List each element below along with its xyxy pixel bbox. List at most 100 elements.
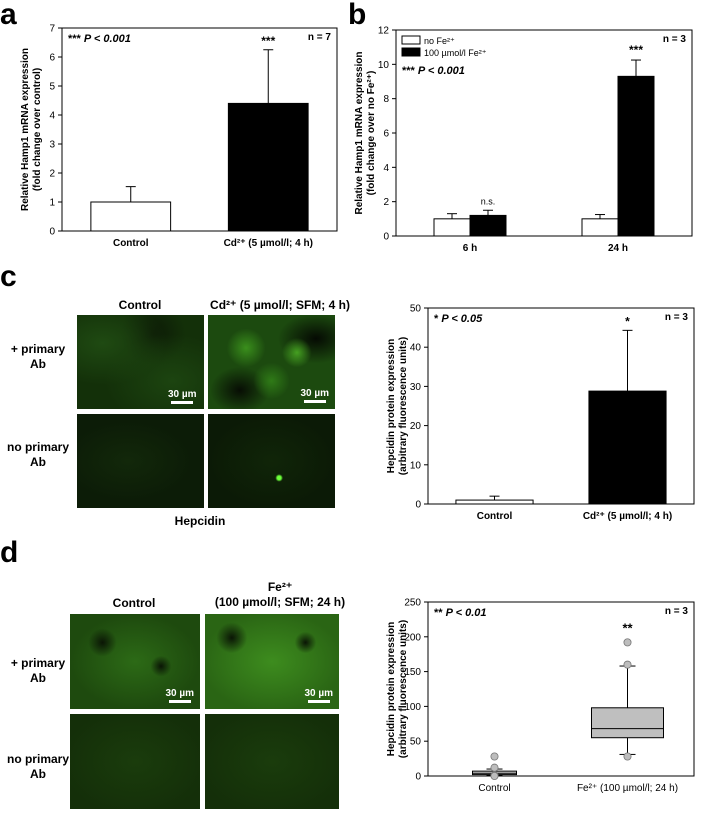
c-image-cd-primary: 30 µm bbox=[208, 315, 335, 409]
c-row-noprimary: no primary Ab bbox=[6, 440, 69, 469]
d-outlier-1-0 bbox=[623, 752, 632, 761]
chart-b: 0 2 4 6 8 10 12 Relative Hamp1 mRNA expression(… bbox=[354, 26, 693, 254]
d-plot-frame bbox=[427, 601, 695, 777]
a-n-text: n = 7 bbox=[308, 32, 332, 43]
d-ytick-label: 100 bbox=[404, 702, 421, 713]
b-stat-text: *** P < 0.001 bbox=[402, 65, 465, 77]
d-n-text: n = 3 bbox=[665, 606, 689, 617]
a-plot-frame bbox=[61, 27, 338, 232]
c-col-control: Control bbox=[118, 298, 162, 312]
a-stat-text: *** P < 0.001 bbox=[68, 33, 131, 45]
d-stat-text: ** P < 0.01 bbox=[434, 607, 487, 619]
c-xtick-label-0: Control bbox=[477, 511, 513, 522]
b-ytick-label: 2 bbox=[383, 197, 389, 208]
d-scale-bar-fe: 30 µm bbox=[304, 688, 333, 703]
c-ytick-label: 20 bbox=[410, 421, 422, 432]
c-n-text: n = 3 bbox=[665, 312, 689, 323]
d-ytick-label: 150 bbox=[404, 667, 421, 678]
b-ytick-label: 10 bbox=[378, 60, 390, 71]
c-ylabel-line2: (arbitrary fluorescence units) bbox=[398, 337, 409, 475]
a-xtick-label-1: Cd²⁺ (5 µmol/l; 4 h) bbox=[224, 238, 313, 249]
c-ytick-label: 30 bbox=[410, 382, 422, 393]
a-ytick-label: 7 bbox=[49, 24, 55, 35]
a-ytick-label: 6 bbox=[49, 53, 55, 64]
d-outlier-0-1 bbox=[490, 752, 499, 761]
d-annotation-1: ** bbox=[622, 620, 633, 635]
b-annotation-1: *** bbox=[629, 43, 643, 57]
d-col-control: Control bbox=[112, 596, 156, 610]
d-outlier-0-3 bbox=[490, 771, 499, 780]
a-ylabel-line1: Relative Hamp1 mRNA expression bbox=[20, 48, 31, 211]
a-ylabel-line2: (fold change over control) bbox=[32, 68, 43, 191]
b-ytick-label: 12 bbox=[378, 26, 390, 37]
panel-letter-b: b bbox=[348, 0, 367, 31]
d-outlier-0-0 bbox=[490, 763, 499, 772]
c-stat-text: * P < 0.05 bbox=[434, 313, 483, 325]
c-plot-frame bbox=[427, 307, 695, 505]
c-xtick-label-1: Cd²⁺ (5 µmol/l; 4 h) bbox=[583, 511, 672, 522]
c-image-control-noprimary bbox=[77, 414, 204, 508]
d-outlier-1-2 bbox=[623, 638, 632, 647]
a-bar-0 bbox=[90, 201, 172, 232]
d-box-1 bbox=[591, 707, 664, 739]
b-xtick-label-1: 24 h bbox=[608, 243, 628, 254]
d-image-fe-noprimary bbox=[205, 714, 339, 809]
b-ytick-label: 8 bbox=[383, 94, 389, 105]
b-bar-0-1 bbox=[581, 218, 619, 237]
b-bar-0-0 bbox=[433, 218, 471, 237]
d-image-control-noprimary bbox=[70, 714, 200, 809]
d-xtick-label-0: Control bbox=[478, 783, 510, 794]
d-image-fe-primary: 30 µm bbox=[205, 614, 339, 709]
b-n-text: n = 3 bbox=[663, 34, 687, 45]
b-ytick-label: 6 bbox=[383, 129, 389, 140]
a-xtick-label-0: Control bbox=[113, 238, 149, 249]
b-legend-label-1: 100 µmol/l Fe²⁺ bbox=[424, 48, 487, 58]
b-bar-1-1 bbox=[617, 75, 655, 237]
c-bar-0 bbox=[455, 499, 534, 505]
a-bar-1 bbox=[227, 102, 309, 232]
d-ylabel-line2: (arbitrary fluorescence units) bbox=[398, 620, 409, 758]
b-bar-1-0 bbox=[469, 214, 507, 237]
b-ytick-label: 0 bbox=[383, 232, 389, 243]
a-ytick-label: 3 bbox=[49, 140, 55, 151]
b-ylabel-line2: (fold change over no Fe²⁺) bbox=[366, 71, 377, 196]
panel-letter-a: a bbox=[0, 0, 17, 31]
c-ylabel-line1: Hepcidin protein expression bbox=[386, 339, 397, 473]
c-image-cd-noprimary bbox=[208, 414, 335, 508]
panel-letter-c: c bbox=[0, 260, 17, 293]
d-outlier-1-1 bbox=[623, 660, 632, 669]
a-ytick-label: 0 bbox=[49, 227, 55, 238]
c-footer-hepcidin: Hepcidin bbox=[174, 514, 226, 528]
a-ytick-label: 2 bbox=[49, 169, 55, 180]
d-row-noprimary: no primary Ab bbox=[6, 752, 69, 781]
c-row-primary: + primary Ab bbox=[10, 342, 66, 371]
a-ytick-label: 1 bbox=[49, 198, 55, 209]
d-ytick-label: 250 bbox=[404, 598, 421, 609]
c-scale-bar-control: 30 µm bbox=[168, 389, 197, 404]
a-ytick-label: 5 bbox=[49, 82, 55, 93]
d-image-control-primary: 30 µm bbox=[70, 614, 200, 709]
b-ylabel-line1: Relative Hamp1 mRNA expression bbox=[354, 51, 365, 214]
b-xtick-label-0: 6 h bbox=[463, 243, 477, 254]
c-ytick-label: 40 bbox=[410, 343, 422, 354]
a-annotation-1: *** bbox=[261, 34, 275, 48]
panel-letter-d: d bbox=[0, 536, 19, 569]
chart-c: 0 10 20 30 40 50 Hepcidin protein expression (a… bbox=[386, 304, 695, 522]
d-ylabel-line1: Hepcidin protein expression bbox=[386, 622, 397, 756]
c-ytick-label: 0 bbox=[415, 500, 421, 511]
c-image-control-primary bbox=[77, 315, 204, 409]
c-ytick-label: 10 bbox=[410, 460, 422, 471]
chart-d: 0 50 100 150 200 250 Hepcidin protein expressi… bbox=[386, 598, 695, 794]
c-bar-1 bbox=[588, 390, 667, 505]
c-annotation-1: * bbox=[625, 314, 630, 328]
d-xtick-label-1: Fe²⁺ (100 µmol/l; 24 h) bbox=[577, 783, 678, 794]
c-ytick-label: 50 bbox=[410, 304, 422, 315]
d-ytick-label: 0 bbox=[415, 772, 421, 783]
a-ytick-label: 4 bbox=[49, 111, 55, 122]
b-legend-swatch-1 bbox=[401, 47, 421, 57]
chart-a: 0 1 2 3 4 5 6 7 Relative Hamp1 mRNA expression (f… bbox=[20, 24, 338, 249]
d-ytick-label: 200 bbox=[404, 632, 421, 643]
c-scale-bar: 30 µm bbox=[300, 388, 329, 403]
d-ytick-label: 50 bbox=[410, 737, 422, 748]
d-scale-bar-control: 30 µm bbox=[165, 688, 194, 703]
